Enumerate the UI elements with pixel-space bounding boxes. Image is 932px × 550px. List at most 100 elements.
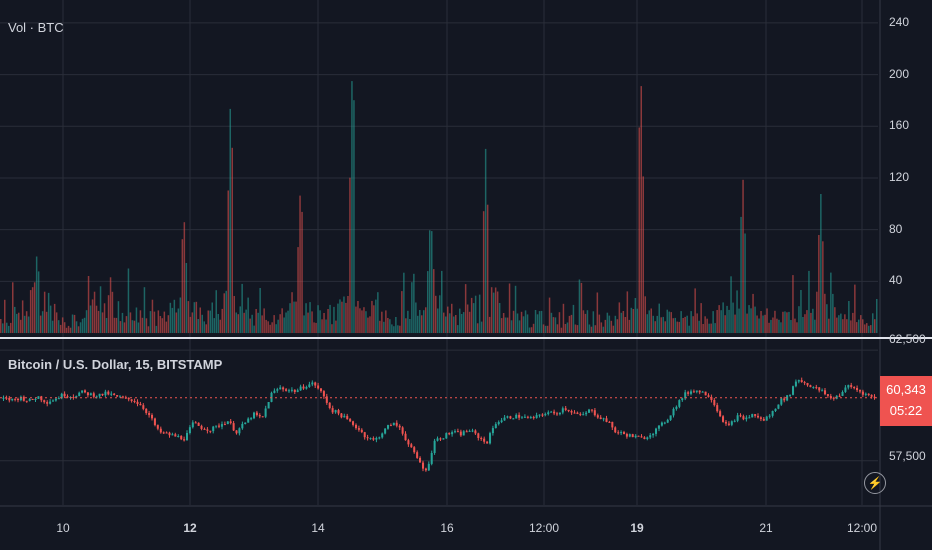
candle-body (640, 436, 643, 438)
volume-bar (864, 324, 866, 333)
candle-body (369, 438, 372, 440)
volume-bar (153, 311, 156, 333)
candle-body (334, 410, 337, 413)
volume-bar (624, 317, 627, 333)
candle-body (226, 421, 229, 425)
volume-bar (395, 317, 397, 333)
candle-body (593, 410, 596, 416)
volume-bar (303, 315, 305, 333)
candle-body (34, 399, 37, 400)
candle-body (174, 434, 177, 437)
volume-bar (97, 310, 100, 333)
volume-bar (732, 302, 734, 333)
volume-bar (790, 320, 792, 333)
candle-body (596, 415, 599, 418)
volume-bar (187, 301, 190, 333)
volume-bar (455, 315, 457, 333)
volume-bar (89, 305, 92, 333)
volume-bar (23, 315, 26, 333)
candle-body (366, 437, 369, 439)
volume-bar (21, 300, 24, 333)
candle-body (590, 409, 593, 411)
volume-bar (838, 315, 840, 333)
volume-bar (856, 322, 858, 333)
candle-body (821, 390, 824, 392)
volume-bar (594, 325, 597, 333)
volume-bar (768, 322, 770, 333)
candle-body (31, 399, 34, 400)
candle-body (739, 415, 742, 417)
candle-body (826, 394, 829, 396)
volume-bar (592, 311, 595, 333)
volume-bar (686, 315, 688, 333)
volume-bar (858, 319, 860, 333)
candle-body (261, 416, 264, 418)
candle-body (794, 381, 797, 387)
volume-bar (832, 293, 834, 333)
volume-bar (618, 302, 621, 333)
volume-bar (359, 308, 361, 333)
lightning-icon[interactable]: ⚡ (864, 472, 886, 494)
candle-body (692, 391, 695, 393)
volume-bar (622, 311, 625, 333)
volume-bar (47, 292, 50, 333)
volume-bar (806, 310, 808, 333)
volume-tick-label: 40 (889, 273, 903, 288)
candle-body (107, 391, 110, 395)
volume-bar (758, 318, 760, 333)
candle-body (314, 382, 317, 386)
candle-body (486, 441, 489, 444)
volume-bar (798, 306, 800, 333)
volume-bar (35, 256, 38, 333)
volume-bar (129, 312, 132, 333)
volume-bar (4, 299, 6, 333)
volume-bar (746, 313, 748, 333)
volume-bar (391, 324, 393, 333)
candle-body (483, 438, 486, 442)
volume-bar (409, 319, 411, 333)
symbol-title[interactable]: Bitcoin / U.S. Dollar, 15, BITSTAMP (8, 357, 223, 372)
candle-body (512, 418, 515, 420)
candle-body (325, 396, 328, 403)
candle-body (159, 428, 162, 433)
volume-bar (638, 127, 640, 333)
volume-bar (602, 326, 605, 333)
volume-bar (564, 324, 567, 333)
candle-body (293, 389, 296, 392)
candle-body (521, 417, 524, 419)
volume-bar (514, 285, 517, 333)
volume-bar (383, 321, 385, 333)
volume-bar (443, 312, 445, 333)
volume-bar (608, 315, 611, 333)
volume-bar (710, 323, 712, 333)
volume-bar (131, 320, 134, 333)
volume-bar (664, 321, 666, 333)
volume-bar (502, 313, 505, 333)
price-tick-top: 62,500 (889, 332, 926, 346)
candle-body (389, 425, 392, 427)
volume-bar (155, 325, 158, 333)
candle-body (649, 435, 652, 438)
candle-body (503, 417, 506, 421)
volume-bar (149, 311, 152, 333)
volume-bar (582, 310, 585, 333)
volume-bar (83, 317, 86, 333)
candle-body (757, 415, 760, 418)
volume-bar (223, 293, 225, 333)
candle-body (870, 394, 873, 397)
volume-bar (221, 308, 223, 333)
volume-bar (662, 316, 664, 333)
volume-bar (696, 313, 698, 333)
volume-bar (255, 309, 257, 333)
candle-body (477, 433, 480, 438)
volume-bar (451, 303, 453, 333)
pane-divider[interactable] (0, 337, 932, 339)
candle-body (264, 408, 267, 417)
candle-body (209, 430, 212, 432)
volume-bar (808, 270, 810, 333)
candle-body (494, 424, 497, 428)
volume-bar (520, 311, 523, 333)
volume-bar (466, 304, 469, 333)
candle-body (422, 462, 425, 469)
